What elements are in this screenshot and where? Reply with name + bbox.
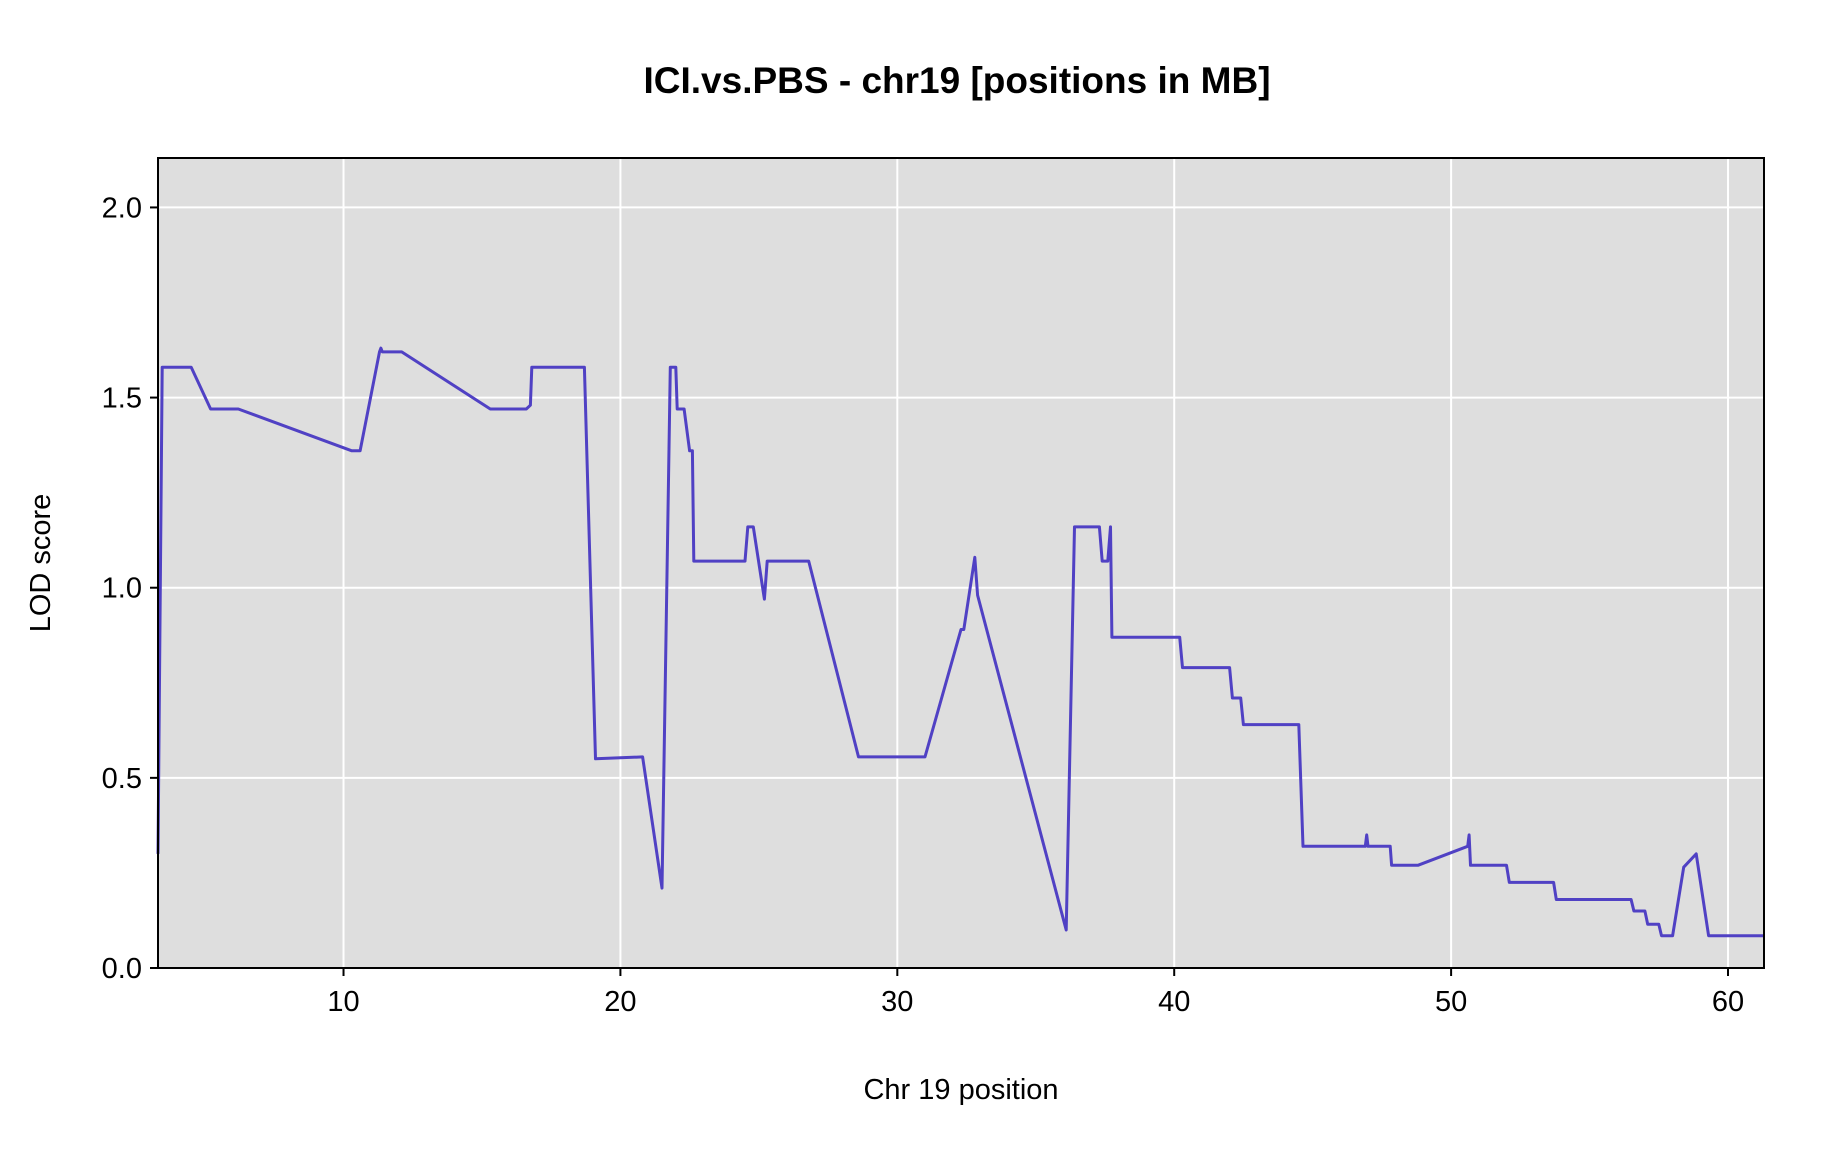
x-tick-label: 30 xyxy=(881,986,913,1018)
x-tick-label: 40 xyxy=(1158,986,1190,1018)
y-tick-label: 1.5 xyxy=(102,383,142,415)
plot-border xyxy=(157,157,1765,969)
y-tick-label: 1.0 xyxy=(102,573,142,605)
x-axis-ticks: 10 20 30 40 50 60 xyxy=(327,968,1744,1018)
y-tick-label: 2.0 xyxy=(102,192,142,224)
chart-title: ICI.vs.PBS - chr19 [positions in MB] xyxy=(643,60,1270,101)
x-tick-label: 10 xyxy=(327,986,359,1018)
series-layer xyxy=(156,346,1764,938)
y-tick-label: 0.5 xyxy=(102,763,142,795)
y-tick-label: 0.0 xyxy=(102,953,142,985)
y-axis-label: LOD score xyxy=(25,494,57,633)
x-tick-label: 20 xyxy=(604,986,636,1018)
x-axis-label: Chr 19 position xyxy=(863,1074,1058,1106)
lod-series-line xyxy=(156,346,1764,938)
x-tick-label: 50 xyxy=(1435,986,1467,1018)
x-tick-label: 60 xyxy=(1712,986,1744,1018)
y-axis-ticks: 0.0 0.5 1.0 1.5 2.0 xyxy=(102,192,158,985)
plot-area xyxy=(158,158,1764,968)
